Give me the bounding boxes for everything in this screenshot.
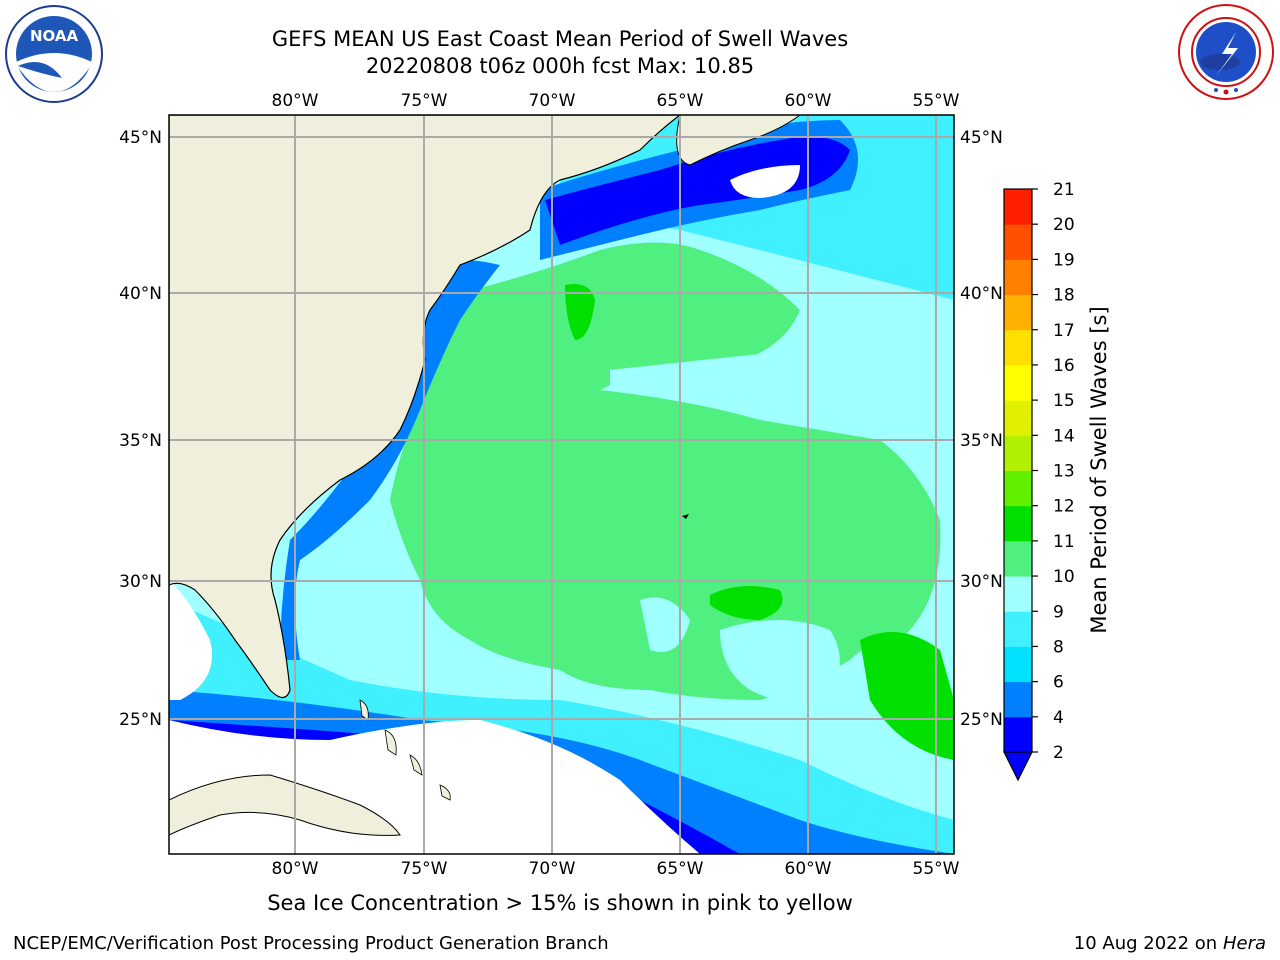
colorbar-tick-label: 19 <box>1053 250 1075 270</box>
lat-label: 25°N <box>960 710 1003 730</box>
lat-label: 30°N <box>960 572 1003 592</box>
colorbar-segment <box>1004 435 1032 471</box>
lat-labels-left: 45°N 40°N 35°N 30°N 25°N <box>119 128 162 730</box>
lat-label: 40°N <box>119 284 162 304</box>
map-field <box>169 115 954 854</box>
lon-label: 75°W <box>401 859 448 879</box>
lon-label: 70°W <box>529 859 576 879</box>
colorbar-segment <box>1004 364 1032 401</box>
lon-label: 65°W <box>657 91 704 111</box>
colorbar-segment <box>1004 611 1032 647</box>
lon-label: 80°W <box>272 859 319 879</box>
host-name: Hera <box>1222 933 1266 954</box>
lat-label: 45°N <box>960 128 1003 148</box>
lon-label: 55°W <box>913 91 960 111</box>
colorbar-tick-label: 20 <box>1053 215 1075 235</box>
date-text: 10 Aug 2022 on <box>1073 933 1218 954</box>
lat-labels-right: 45°N 40°N 35°N 30°N 25°N <box>960 128 1003 730</box>
sea-ice-note: Sea Ice Concentration > 15% is shown in … <box>267 891 853 915</box>
colorbar-segment <box>1004 681 1032 718</box>
lon-label: 60°W <box>785 91 832 111</box>
lon-label: 80°W <box>272 91 319 111</box>
colorbar-tick-label: 11 <box>1053 532 1075 552</box>
lat-label: 40°N <box>960 284 1003 304</box>
colorbar-tick-label: 8 <box>1053 637 1064 657</box>
colorbar-segment <box>1004 329 1032 366</box>
colorbar-tick-label: 16 <box>1053 356 1075 376</box>
colorbar-segment <box>1004 505 1032 542</box>
colorbar-tick-label: 12 <box>1053 497 1075 517</box>
colorbar-segment <box>1004 224 1032 260</box>
colorbar-tick-label: 6 <box>1053 673 1064 693</box>
noaa-logo-text: NOAA <box>30 27 79 45</box>
colorbar-tick-label: 10 <box>1053 567 1075 587</box>
colorbar-segment <box>1004 294 1032 331</box>
colorbar: 2 4 6 8 9 10 11 12 13 14 15 16 17 18 19 20 21 <box>1003 180 1075 782</box>
colorbar-tick-label: 9 <box>1053 602 1064 622</box>
map-frame <box>168 114 955 855</box>
colorbar-under-arrow <box>1003 751 1033 782</box>
colorbar-tick-label: 15 <box>1053 391 1075 411</box>
credit-line: NCEP/EMC/Verification Post Processing Pr… <box>13 933 609 954</box>
colorbar-label: Mean Period of Swell Waves [s] <box>1087 306 1111 633</box>
colorbar-tick-label: 18 <box>1053 286 1075 306</box>
lon-label: 60°W <box>785 859 832 879</box>
colorbar-segment <box>1004 189 1032 225</box>
lat-label: 45°N <box>119 128 162 148</box>
lat-label: 30°N <box>119 572 162 592</box>
colorbar-segment <box>1004 470 1032 507</box>
colorbar-tick-label: 17 <box>1053 321 1075 341</box>
lat-label: 35°N <box>960 431 1003 451</box>
map-subtitle: 20220808 t06z 000h fcst Max: 10.85 <box>365 54 755 78</box>
lon-label: 75°W <box>401 91 448 111</box>
colorbar-segment <box>1004 540 1032 577</box>
lon-labels-top: 80°W 75°W 70°W 65°W 60°W 55°W <box>272 91 960 111</box>
map-title: GEFS MEAN US East Coast Mean Period of S… <box>271 27 849 51</box>
colorbar-tick-label: 2 <box>1053 743 1064 763</box>
lat-label: 35°N <box>119 431 162 451</box>
colorbar-segment <box>1004 646 1032 683</box>
colorbar-segment <box>1004 576 1032 612</box>
nws-logo <box>1178 4 1274 100</box>
colorbar-segment <box>1004 716 1032 753</box>
lat-label: 25°N <box>119 710 162 730</box>
colorbar-tick-label: 13 <box>1053 462 1075 482</box>
date-line: 10 Aug 2022 on Hera <box>1074 933 1266 954</box>
lon-label: 65°W <box>657 859 704 879</box>
colorbar-tick-label: 21 <box>1053 180 1075 200</box>
lon-label: 70°W <box>529 91 576 111</box>
lon-label: 55°W <box>913 859 960 879</box>
colorbar-segment <box>1004 400 1032 436</box>
colorbar-segment <box>1004 259 1032 296</box>
colorbar-tick-label: 4 <box>1053 708 1064 728</box>
noaa-logo: NOAA <box>5 5 103 103</box>
graticule <box>169 115 954 854</box>
lon-labels-bottom: 80°W 75°W 70°W 65°W 60°W 55°W <box>272 859 960 879</box>
colorbar-tick-label: 14 <box>1053 426 1075 446</box>
